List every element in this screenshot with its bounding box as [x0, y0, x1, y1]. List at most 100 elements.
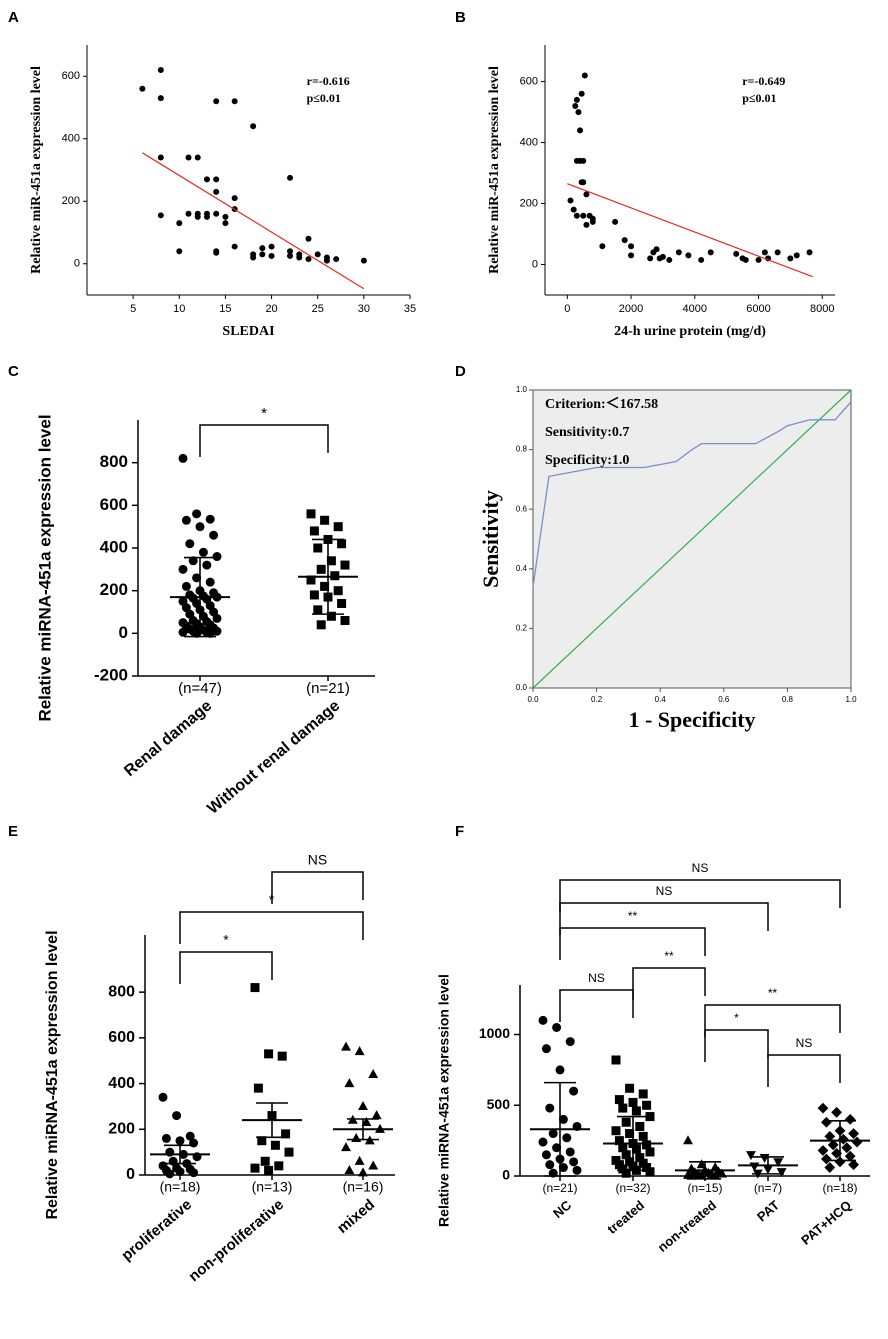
data-point	[851, 1136, 863, 1148]
data-point	[309, 590, 319, 600]
x-axis-title: SLEDAI	[222, 324, 274, 339]
significance-label: NS	[692, 861, 709, 875]
data-point	[326, 556, 336, 566]
data-point	[621, 1168, 631, 1178]
data-point	[572, 102, 579, 109]
data-point	[268, 243, 275, 250]
y-tick-label: 600	[100, 495, 128, 514]
data-point	[686, 1170, 697, 1180]
data-point	[194, 213, 201, 220]
data-point	[194, 154, 201, 161]
data-point	[354, 1155, 365, 1165]
y-tick-label: 1.0	[516, 385, 528, 394]
data-point	[287, 252, 294, 259]
significance-label: NS	[588, 971, 605, 985]
data-point	[565, 1147, 575, 1157]
data-point	[264, 1049, 274, 1059]
data-point	[573, 96, 580, 103]
data-point	[161, 1133, 171, 1143]
n-label: (n=16)	[343, 1179, 384, 1195]
data-point	[628, 252, 635, 259]
x-tick-label: 10	[173, 303, 185, 315]
data-point	[675, 249, 682, 256]
annotation: p≤0.01	[742, 91, 776, 105]
x-tick-label: 5	[130, 303, 136, 315]
data-point	[580, 179, 587, 186]
data-point	[631, 1144, 641, 1154]
data-point	[562, 1133, 572, 1143]
x-tick-label: non-proliferative	[186, 1196, 288, 1285]
data-point	[572, 1165, 582, 1175]
significance-label: **	[628, 909, 638, 923]
data-point	[268, 252, 275, 259]
data-point	[287, 174, 294, 181]
data-point	[614, 1095, 624, 1105]
data-point	[202, 560, 212, 570]
data-point	[178, 453, 188, 463]
y-tick-label: 400	[520, 136, 538, 148]
data-point	[555, 1065, 565, 1075]
data-point	[638, 1131, 648, 1141]
reference-line	[532, 389, 852, 689]
data-point	[309, 526, 319, 536]
data-point	[165, 1169, 175, 1179]
data-point	[333, 522, 343, 532]
y-tick-label: 0.6	[516, 504, 528, 513]
data-point	[827, 1139, 839, 1151]
data-point	[281, 1129, 291, 1139]
y-axis-title: Relative miRNA-451a expression level	[35, 414, 54, 721]
data-point	[552, 1022, 562, 1032]
data-point	[277, 1051, 287, 1061]
significance-label: NS	[308, 852, 327, 868]
data-point	[189, 1168, 199, 1178]
data-point	[181, 515, 191, 525]
data-point	[580, 157, 587, 164]
data-point	[621, 1117, 631, 1127]
data-point	[341, 1142, 351, 1152]
panel-label: F	[455, 823, 464, 840]
significance-bracket	[704, 1029, 769, 1062]
data-point	[841, 1142, 853, 1154]
data-point	[583, 221, 590, 228]
x-tick-label: 1.0	[845, 695, 857, 704]
data-point	[185, 210, 192, 217]
data-point	[685, 252, 692, 259]
y-axis-title: Relative miR-451a expression level	[29, 66, 44, 274]
data-point	[628, 1097, 638, 1107]
data-point	[157, 95, 164, 102]
data-point	[313, 543, 323, 553]
data-point	[599, 243, 606, 250]
y-tick-label: 0.8	[516, 445, 528, 454]
n-label: (n=15)	[687, 1181, 722, 1195]
data-point	[848, 1128, 859, 1139]
x-tick-label: 0.8	[782, 695, 794, 704]
data-point	[696, 1159, 707, 1169]
data-point	[158, 1092, 168, 1102]
y-tick-label: 0	[126, 1166, 135, 1183]
data-point	[284, 1147, 294, 1157]
data-point	[305, 235, 312, 242]
y-tick-label: 800	[100, 452, 128, 471]
data-point	[213, 188, 220, 195]
data-point	[683, 1135, 693, 1145]
n-label: (n=47)	[178, 680, 222, 697]
significance-bracket	[704, 1004, 841, 1037]
data-point	[250, 254, 257, 261]
data-point	[360, 257, 367, 264]
y-tick-label: 400	[108, 1075, 135, 1092]
y-tick-label: 200	[100, 580, 128, 599]
x-tick-label: Without renal damage	[204, 697, 343, 817]
x-tick-label: 0.0	[527, 695, 539, 704]
y-tick-label: -200	[94, 665, 128, 684]
panel-label: E	[8, 823, 18, 840]
data-point	[185, 154, 192, 161]
data-point	[175, 1167, 185, 1177]
data-point	[831, 1106, 842, 1118]
y-tick-label: 0.4	[516, 564, 528, 573]
data-point	[296, 254, 303, 261]
data-point	[188, 556, 198, 566]
data-point	[320, 581, 330, 591]
n-label: (n=13)	[252, 1179, 293, 1195]
y-tick-label: 200	[108, 1121, 135, 1138]
data-point	[185, 539, 195, 549]
